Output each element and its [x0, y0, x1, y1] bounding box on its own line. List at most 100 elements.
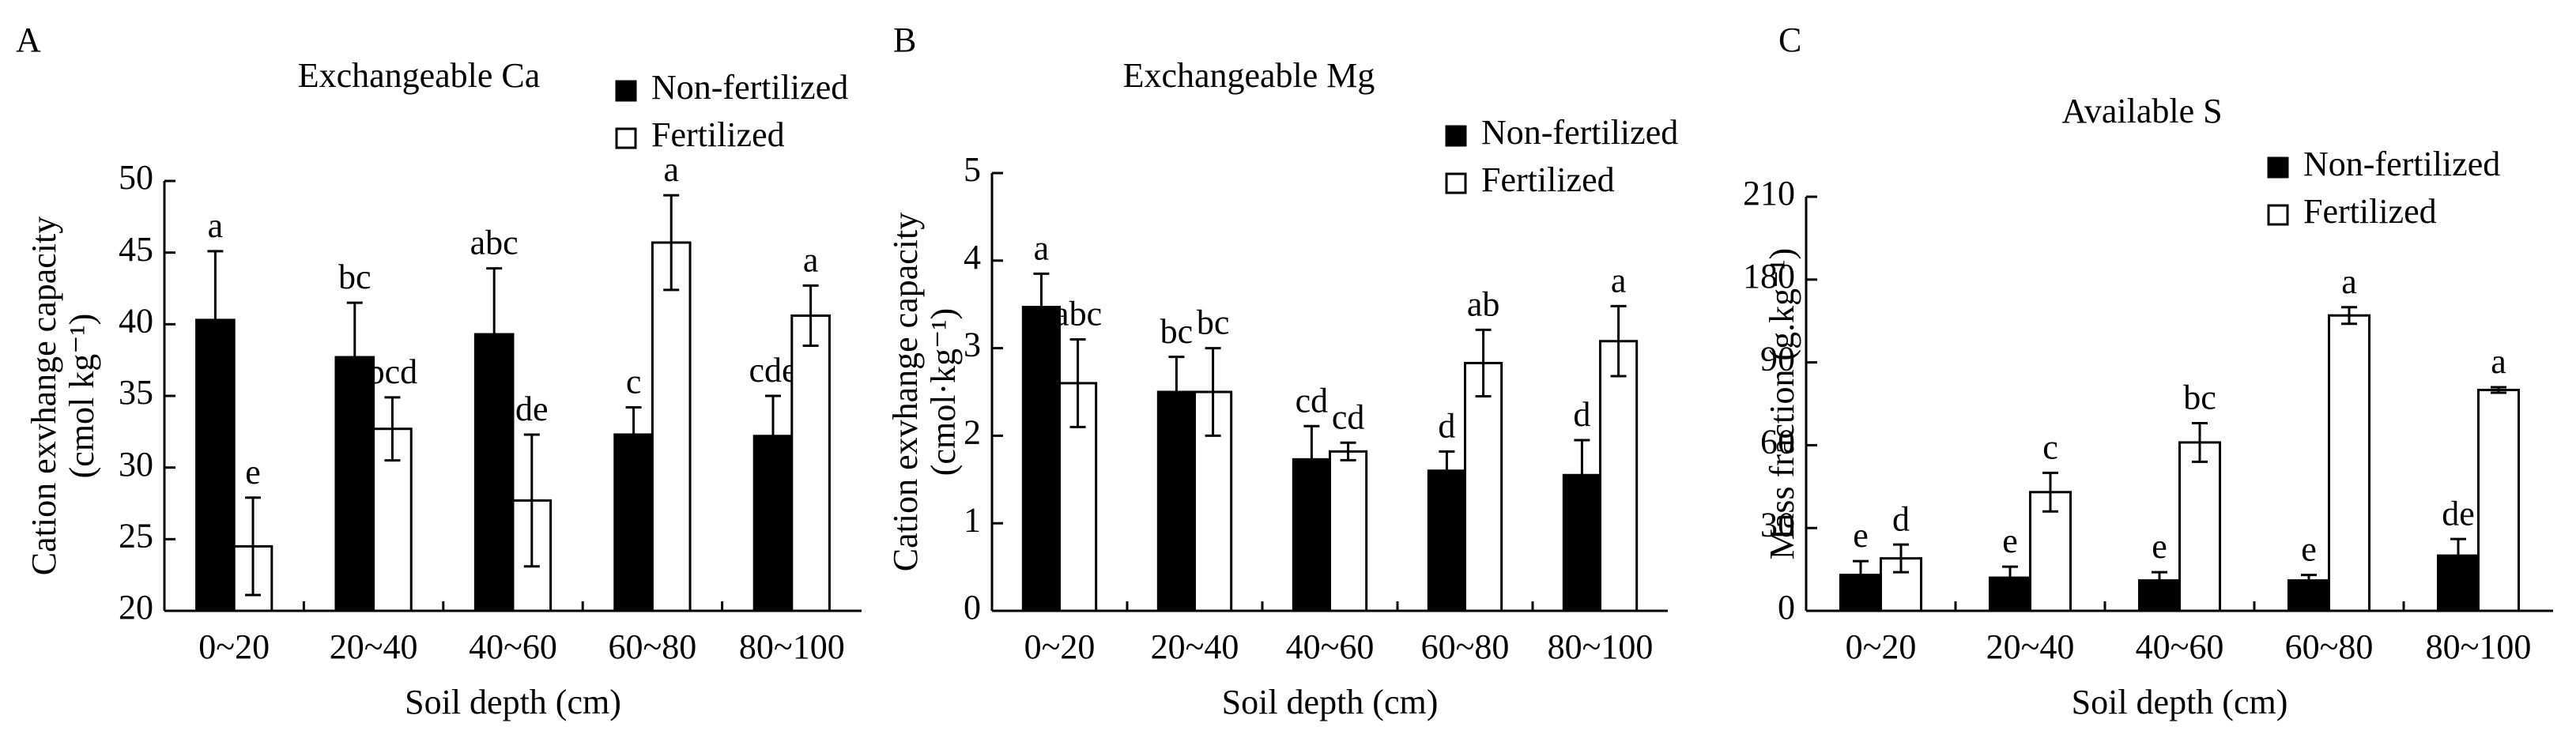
- bar: [2178, 441, 2222, 612]
- y-tick-label: 3: [964, 326, 981, 364]
- x-tick-label: 60~80: [2285, 627, 2374, 666]
- x-tick-label: 20~40: [1151, 627, 1239, 666]
- significance-letter: d: [1892, 499, 1910, 538]
- y-axis-label: Mass fraction (g.kg⁻¹): [1763, 248, 1801, 559]
- y-tick-label: 180: [1743, 257, 1795, 296]
- x-axis-label: Soil depth (cm): [405, 683, 621, 721]
- bar: [372, 427, 413, 612]
- x-tick-label: 80~100: [739, 627, 845, 666]
- bar: [2477, 389, 2521, 612]
- y-tick-label: 30: [1760, 505, 1795, 544]
- y-tick-label: 0: [1778, 588, 1795, 627]
- significance-letter: e: [2301, 530, 2317, 569]
- significance-letter: e: [1853, 516, 1869, 555]
- significance-letter: abc: [470, 224, 519, 262]
- y-axis-label: (cmol·kg⁻¹): [924, 308, 963, 476]
- chart-title: Exchangeable Ca: [298, 56, 541, 95]
- significance-letter: e: [2152, 527, 2167, 566]
- significance-letter: c: [626, 363, 642, 401]
- y-tick-label: 45: [119, 230, 153, 269]
- panel-label: A: [16, 21, 41, 59]
- y-tick-label: 35: [119, 373, 153, 412]
- bar: [1464, 361, 1503, 612]
- significance-letter: e: [2002, 522, 2018, 560]
- significance-letter: de: [2442, 494, 2475, 533]
- bar: [1599, 340, 1639, 612]
- y-tick-label: 5: [964, 150, 981, 189]
- x-tick-label: 80~100: [2426, 627, 2532, 666]
- bar: [651, 241, 692, 612]
- x-tick-label: 0~20: [1024, 627, 1096, 666]
- y-axis-label: Cation exvhange capacity: [25, 217, 63, 575]
- bar: [1427, 469, 1466, 612]
- y-tick-label: 0: [964, 588, 981, 627]
- y-tick-label: 210: [1743, 174, 1795, 213]
- x-tick-label: 0~20: [198, 627, 270, 666]
- y-tick-label: 90: [1760, 340, 1795, 379]
- bar: [2328, 314, 2371, 612]
- legend-swatch: [1445, 125, 1467, 147]
- significance-letter: de: [515, 390, 549, 428]
- chart-title: Available S: [2061, 92, 2222, 130]
- x-tick-label: 40~60: [469, 627, 557, 666]
- significance-letter: cd: [1296, 381, 1329, 420]
- x-tick-label: 0~20: [1846, 627, 1917, 666]
- legend-label: Non-fertilized: [1481, 113, 1678, 152]
- panel-label: B: [893, 21, 916, 59]
- significance-letter: ab: [1467, 284, 1500, 323]
- bar: [613, 433, 654, 612]
- y-axis-label: (cmol kg⁻¹): [62, 314, 101, 479]
- y-tick-label: 2: [964, 412, 981, 451]
- y-tick-label: 4: [964, 238, 981, 277]
- y-tick-label: 50: [119, 158, 153, 197]
- significance-letter: bcd: [368, 352, 418, 391]
- x-axis-label: Soil depth (cm): [1222, 683, 1439, 721]
- x-axis-label: Soil depth (cm): [2072, 683, 2288, 721]
- y-tick-label: 20: [119, 588, 153, 627]
- legend-swatch: [615, 80, 637, 102]
- panel-label: C: [1778, 21, 1801, 59]
- significance-letter: cde: [749, 351, 797, 390]
- significance-letter: bc: [338, 258, 372, 296]
- legend-label: Non-fertilized: [651, 68, 848, 107]
- significance-letter: cd: [1332, 397, 1365, 436]
- x-tick-label: 60~80: [1421, 627, 1510, 666]
- x-tick-label: 20~40: [330, 627, 418, 666]
- significance-letter: a: [1611, 262, 1627, 300]
- bar: [790, 314, 831, 612]
- significance-letter: a: [1034, 229, 1050, 268]
- legend-label: Fertilized: [1481, 160, 1615, 199]
- legend-label: Fertilized: [2303, 192, 2437, 231]
- significance-letter: d: [1438, 406, 1455, 445]
- y-tick-label: 1: [964, 500, 981, 539]
- y-tick-label: 40: [119, 301, 153, 340]
- bar: [1021, 306, 1061, 612]
- significance-letter: a: [2491, 342, 2506, 381]
- chart-title: Exchangeable Mg: [1123, 56, 1375, 95]
- significance-letter: e: [245, 453, 261, 492]
- legend-label: Fertilized: [651, 115, 785, 154]
- significance-letter: bc: [1197, 303, 1230, 342]
- significance-letter: abc: [1054, 295, 1102, 333]
- bar: [1329, 450, 1368, 612]
- significance-letter: a: [2341, 262, 2357, 301]
- significance-letter: a: [663, 150, 679, 189]
- legend-swatch: [1445, 172, 1467, 194]
- legend-swatch: [615, 127, 637, 149]
- x-tick-label: 20~40: [1986, 627, 2075, 666]
- x-tick-label: 40~60: [2136, 627, 2224, 666]
- y-tick-label: 25: [119, 516, 153, 555]
- x-tick-label: 40~60: [1286, 627, 1375, 666]
- y-tick-label: 30: [119, 445, 153, 484]
- significance-letter: a: [208, 206, 224, 245]
- x-tick-label: 60~80: [608, 627, 696, 666]
- significance-letter: bc: [2183, 379, 2216, 417]
- significance-letter: c: [2042, 427, 2058, 466]
- significance-letter: bc: [1160, 312, 1194, 351]
- x-tick-label: 80~100: [1548, 627, 1654, 666]
- y-axis-label: Cation exvhange capacity: [886, 213, 925, 571]
- legend-swatch: [2267, 156, 2289, 179]
- y-tick-label: 60: [1760, 422, 1795, 461]
- significance-letter: a: [803, 240, 819, 279]
